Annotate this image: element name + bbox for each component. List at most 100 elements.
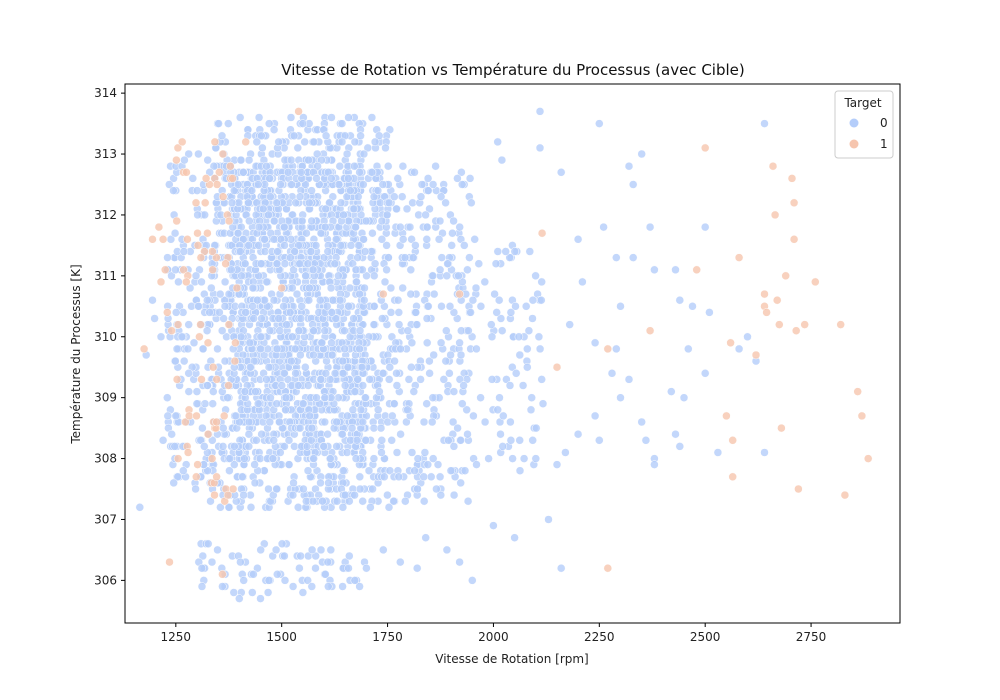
point-series-0 — [361, 216, 371, 226]
point-series-0 — [406, 265, 416, 275]
point-series-0 — [158, 436, 168, 445]
point-series-0 — [471, 283, 481, 293]
point-series-0 — [303, 576, 312, 585]
point-series-0 — [286, 113, 296, 122]
legend: Target 0 1 — [834, 90, 894, 159]
point-series-0 — [449, 216, 458, 226]
point-series-0 — [301, 271, 310, 281]
point-series-1 — [218, 149, 228, 159]
legend-marker-1 — [849, 139, 859, 149]
point-series-0 — [384, 253, 393, 262]
point-series-0 — [552, 460, 562, 469]
point-series-0 — [487, 375, 497, 384]
point-series-1 — [294, 107, 303, 116]
point-series-0 — [445, 369, 454, 378]
point-series-1 — [218, 192, 228, 201]
point-series-0 — [510, 533, 519, 542]
point-series-0 — [193, 210, 202, 220]
point-series-0 — [172, 344, 182, 354]
point-series-1 — [195, 332, 204, 342]
point-series-0 — [209, 387, 218, 396]
point-series-0 — [223, 393, 232, 402]
point-series-0 — [244, 429, 254, 439]
point-series-0 — [249, 570, 258, 579]
point-series-0 — [200, 442, 209, 451]
point-series-0 — [217, 131, 227, 141]
point-series-0 — [364, 466, 374, 475]
point-series-1 — [853, 387, 862, 396]
point-series-1 — [208, 362, 218, 372]
point-series-0 — [332, 496, 342, 506]
point-series-0 — [350, 161, 359, 171]
point-series-0 — [215, 289, 225, 299]
point-series-0 — [455, 375, 465, 384]
point-series-0 — [280, 442, 289, 451]
point-series-1 — [552, 362, 562, 372]
point-series-0 — [436, 192, 446, 201]
point-series-0 — [392, 381, 402, 390]
point-series-0 — [359, 295, 369, 305]
point-series-0 — [383, 490, 392, 500]
point-series-0 — [419, 496, 429, 506]
point-series-0 — [196, 436, 205, 445]
point-series-0 — [276, 180, 285, 189]
x-tick-label: 2500 — [690, 630, 721, 644]
point-series-0 — [487, 320, 496, 329]
point-series-0 — [269, 235, 279, 244]
point-series-1 — [226, 161, 235, 171]
point-series-1 — [863, 454, 873, 463]
point-series-0 — [225, 466, 234, 475]
point-series-0 — [650, 460, 659, 469]
point-series-0 — [336, 241, 346, 250]
point-series-0 — [494, 295, 504, 305]
x-tick-label: 2750 — [796, 630, 827, 644]
point-series-0 — [435, 472, 445, 482]
point-series-0 — [338, 429, 347, 439]
point-series-0 — [400, 253, 410, 262]
point-series-0 — [523, 344, 532, 354]
point-series-0 — [257, 429, 266, 439]
point-series-0 — [476, 302, 486, 311]
point-series-1 — [228, 174, 237, 183]
point-series-0 — [220, 356, 230, 366]
point-series-0 — [396, 429, 405, 439]
point-series-0 — [428, 393, 438, 402]
point-series-1 — [210, 137, 220, 147]
point-series-0 — [167, 429, 176, 439]
point-series-0 — [442, 326, 451, 335]
point-series-0 — [493, 405, 502, 415]
point-series-0 — [177, 332, 187, 342]
point-series-0 — [171, 411, 181, 421]
point-series-0 — [156, 332, 166, 342]
point-series-0 — [457, 326, 466, 335]
point-series-0 — [505, 253, 514, 262]
point-series-0 — [293, 503, 303, 512]
point-series-0 — [448, 417, 458, 427]
point-series-0 — [307, 186, 316, 195]
point-series-0 — [429, 289, 439, 299]
point-series-0 — [413, 454, 423, 463]
point-series-0 — [346, 241, 356, 250]
point-series-0 — [191, 484, 200, 494]
point-series-0 — [303, 466, 313, 475]
point-series-0 — [436, 338, 446, 348]
point-series-0 — [537, 375, 546, 384]
point-series-0 — [225, 454, 235, 463]
point-series-0 — [170, 442, 179, 451]
point-series-0 — [274, 137, 283, 147]
point-series-0 — [351, 454, 361, 463]
point-series-1 — [184, 411, 194, 421]
point-series-0 — [264, 210, 273, 220]
point-series-0 — [499, 411, 508, 421]
point-series-0 — [284, 460, 294, 469]
point-series-0 — [327, 350, 337, 360]
point-series-0 — [317, 155, 326, 165]
point-series-0 — [312, 174, 321, 183]
point-series-0 — [345, 496, 354, 506]
point-series-1 — [172, 375, 182, 384]
point-series-0 — [435, 265, 445, 275]
point-series-0 — [214, 119, 223, 128]
point-series-0 — [446, 466, 456, 475]
point-series-0 — [375, 387, 384, 396]
point-series-0 — [296, 314, 306, 323]
